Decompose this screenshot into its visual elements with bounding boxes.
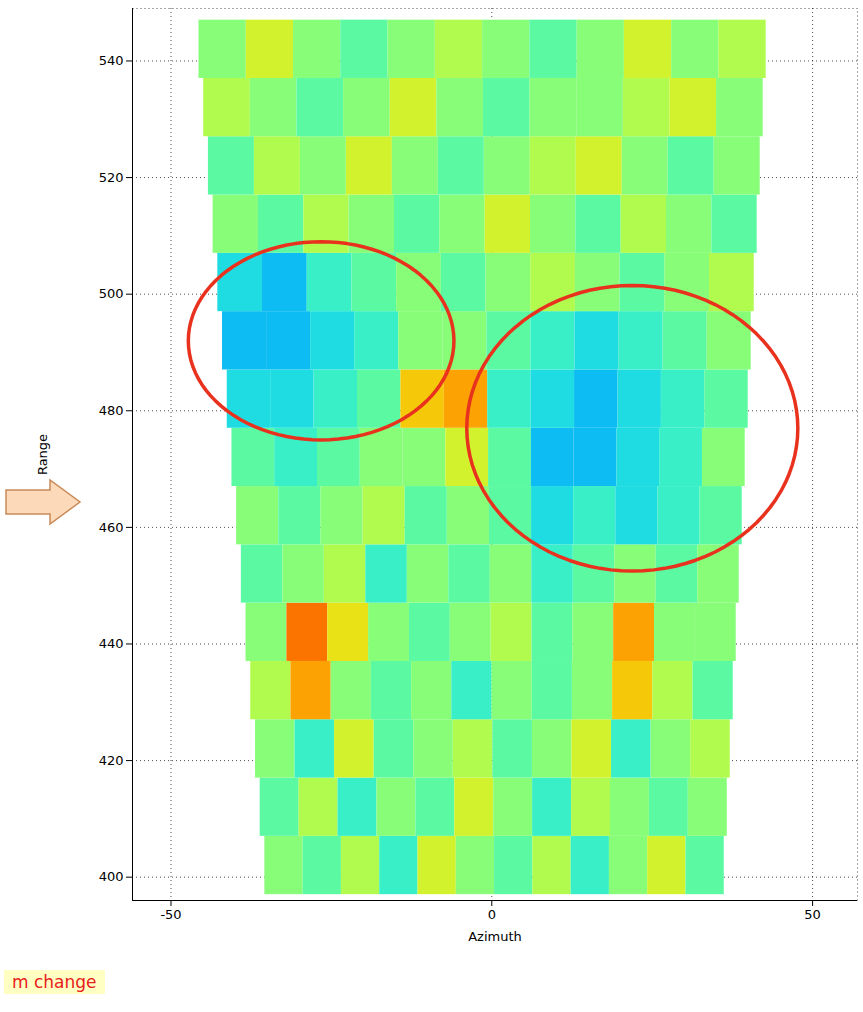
svg-text:460: 460 (99, 520, 124, 535)
html-text:m change: m change (12, 972, 97, 992)
svg-text:50: 50 (804, 907, 821, 922)
svg-text:500: 500 (99, 286, 124, 301)
svg-text:480: 480 (99, 403, 124, 418)
svg-text:540: 540 (99, 53, 124, 68)
svg-text:440: 440 (99, 636, 124, 651)
svg-text:-50: -50 (160, 907, 181, 922)
svg-text:Range: Range (35, 434, 50, 475)
svg-text:520: 520 (99, 170, 124, 185)
svg-text:Azimuth: Azimuth (468, 929, 522, 944)
svg-text:400: 400 (99, 869, 124, 884)
svg-text:420: 420 (99, 753, 124, 768)
svg-text:0: 0 (488, 907, 496, 922)
